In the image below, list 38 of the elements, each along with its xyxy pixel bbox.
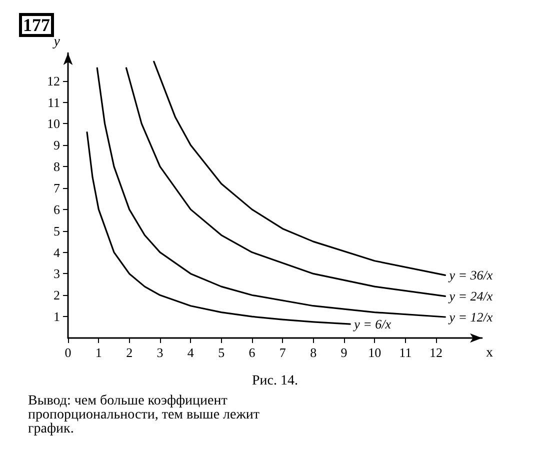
series-label: y = 6/x	[352, 316, 392, 332]
x-axis-title: x	[486, 346, 493, 360]
y-tick-label: 1	[54, 309, 60, 324]
series-label: y = 24/x	[447, 288, 493, 304]
x-tick-label: 4	[187, 345, 194, 360]
y-tick-label: 5	[54, 223, 60, 238]
y-tick-label: 6	[54, 202, 60, 217]
text: Вывод: чем больше коэффициент пропорциональности, тем выше лежит график.	[28, 394, 264, 436]
x-tick-label: 9	[340, 345, 348, 360]
y-tick-label: 10	[47, 116, 60, 132]
series-label: y = 36/x	[447, 268, 493, 283]
x-tick-label: 11	[399, 345, 412, 360]
line-series	[96, 67, 446, 318]
y-tick-label: 11	[47, 94, 60, 110]
y-axis-title: y	[52, 34, 61, 50]
y-tick-label: 12	[47, 73, 60, 88]
line-series	[153, 60, 446, 276]
x-tick-label: 6	[248, 345, 256, 360]
y-tick-label: 2	[54, 288, 60, 303]
x-tick-label: 3	[156, 345, 164, 360]
x-tick-label: 5	[218, 345, 225, 360]
x-tick-label: 8	[310, 345, 317, 360]
x-tick-label: 0	[64, 345, 72, 360]
y-tick-label: 4	[54, 244, 60, 260]
y-tick-label: 7	[54, 180, 60, 196]
y-tick-label: 3	[54, 266, 60, 282]
y-tick-label: 8	[54, 159, 60, 174]
line-series	[86, 131, 351, 325]
x-tick-label: 7	[279, 345, 286, 360]
x-tick-label: 12	[430, 345, 442, 360]
line-series	[125, 67, 446, 298]
x-tick-label: 10	[368, 345, 382, 360]
chart-title: 177	[23, 15, 50, 35]
text: Рис. 14.	[252, 374, 298, 388]
y-tick-label: 9	[54, 138, 60, 153]
series-label: y = 12/x	[447, 310, 493, 324]
x-tick-label: 1	[95, 345, 102, 360]
x-tick-label: 2	[126, 345, 133, 360]
